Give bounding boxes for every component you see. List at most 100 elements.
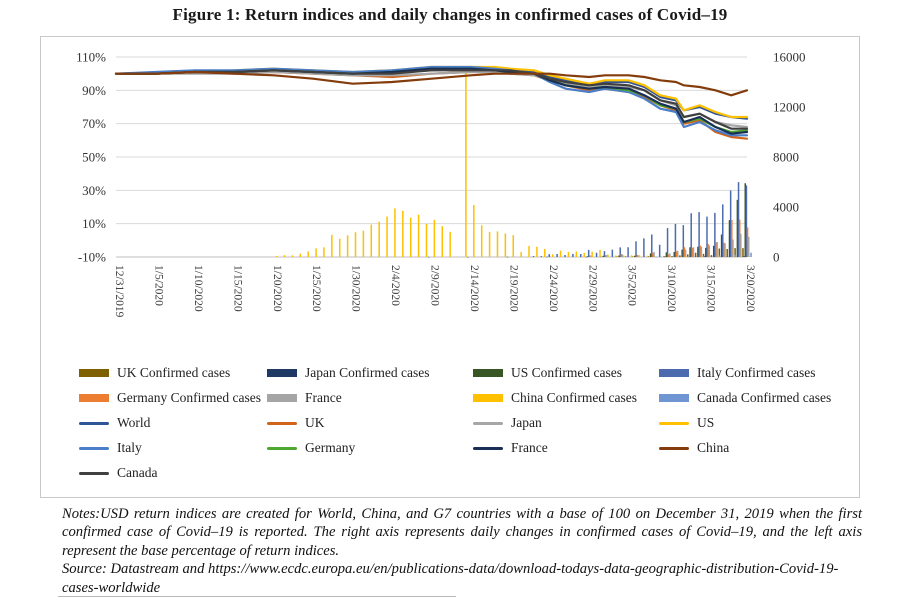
- x-axis-tick-label: 1/5/2020: [152, 265, 164, 306]
- legend-item-china-confirmed-cases: China Confirmed cases: [473, 390, 659, 406]
- legend-line-swatch: [473, 421, 503, 425]
- bar: [743, 256, 745, 257]
- legend-item-germany: Germany: [267, 440, 473, 456]
- bar: [712, 245, 715, 257]
- bar: [449, 231, 451, 257]
- bar: [676, 250, 679, 257]
- bar: [746, 227, 749, 257]
- legend-label: Italy: [117, 440, 142, 455]
- bar: [726, 249, 728, 257]
- bar: [635, 241, 637, 257]
- bar-series-china-confirmed-cases: [275, 67, 751, 258]
- bar: [631, 256, 634, 257]
- bar: [673, 252, 676, 257]
- bar: [655, 256, 658, 258]
- bar: [698, 212, 700, 257]
- bar: [620, 254, 623, 257]
- bar: [480, 225, 483, 257]
- bar: [710, 255, 713, 257]
- bar: [736, 199, 739, 257]
- bar: [627, 247, 629, 257]
- bar: [699, 245, 701, 257]
- legend-label: France: [511, 440, 548, 455]
- bar: [572, 253, 574, 257]
- bar: [714, 212, 716, 257]
- bar: [745, 185, 748, 257]
- bar: [722, 204, 724, 257]
- bar: [679, 255, 681, 257]
- bar: [619, 247, 621, 257]
- bar: [488, 231, 491, 257]
- bar: [540, 256, 543, 257]
- right-axis-tick-label: 4000: [773, 200, 799, 215]
- bar: [670, 256, 672, 258]
- source-text: Source: Datastream and https://www.ecdc.…: [62, 561, 839, 596]
- legend-bar-swatch: [267, 394, 297, 402]
- bar: [702, 256, 705, 257]
- legend-label: World: [117, 415, 151, 430]
- x-axis-tick-label: 2/14/2020: [468, 265, 480, 312]
- bar: [715, 242, 717, 257]
- bar: [643, 238, 645, 257]
- legend-label: UK Confirmed cases: [117, 365, 231, 380]
- legend-label: Canada: [117, 465, 158, 480]
- bar: [386, 216, 388, 257]
- legend-label: Canada Confirmed cases: [697, 390, 832, 405]
- bar: [299, 253, 302, 257]
- bar: [616, 256, 618, 257]
- bar: [346, 235, 349, 257]
- bar: [370, 224, 373, 257]
- gridlines: [116, 56, 747, 258]
- bar: [621, 254, 624, 257]
- bar: [564, 255, 566, 257]
- bar: [749, 256, 751, 258]
- chart-plot: 110% 90% 70% 50% 30% 10% -10% 0 4000 8000 12000 160…: [76, 50, 805, 318]
- bar: [634, 255, 636, 257]
- bar: [653, 251, 655, 257]
- left-axis-tick-label: 70%: [82, 116, 106, 131]
- left-axis-tick-label: 50%: [82, 150, 106, 165]
- legend-item-us-confirmed-cases: US Confirmed cases: [473, 365, 659, 381]
- bar: [637, 255, 640, 257]
- x-axis-tick-label: 3/15/2020: [705, 265, 717, 312]
- bar: [671, 256, 673, 258]
- bar: [734, 254, 736, 257]
- bar: [532, 256, 535, 257]
- legend-label: UK: [305, 415, 325, 430]
- bar: [747, 236, 750, 257]
- bar: [585, 256, 588, 258]
- x-axis-tick-label: 1/10/2020: [192, 265, 204, 312]
- line-china: [114, 70, 749, 97]
- legend-line-swatch: [659, 421, 689, 425]
- bar: [706, 216, 708, 257]
- bar: [691, 247, 694, 257]
- figure-title: Figure 1: Return indices and daily chang…: [172, 5, 728, 24]
- legend-label: Germany: [305, 440, 356, 455]
- x-axis-tick-label: 2/29/2020: [586, 265, 598, 312]
- notes-text: Notes:USD return indices are created for…: [62, 506, 862, 559]
- bar: [652, 253, 654, 257]
- bar-series-germany-confirmed-cases: [589, 219, 749, 257]
- x-axis-tick-label: 2/19/2020: [507, 265, 519, 312]
- bar-series-canada-confirmed-cases: [655, 252, 752, 258]
- bar-series-france: [590, 233, 750, 257]
- x-axis-tick-label: 3/10/2020: [665, 265, 677, 312]
- bar: [362, 230, 365, 257]
- bar: [708, 245, 711, 257]
- bar: [354, 232, 357, 257]
- bar: [700, 246, 703, 257]
- legend-line-swatch: [79, 471, 109, 475]
- bar: [587, 249, 590, 257]
- bar: [690, 213, 692, 257]
- bar: [663, 256, 665, 257]
- legend-line-swatch: [473, 446, 503, 450]
- bar: [506, 256, 509, 258]
- bar: [544, 248, 546, 257]
- chart-legend: UK Confirmed cases Japan Confirmed cases U…: [79, 365, 847, 481]
- bar: [394, 208, 396, 257]
- legend-line-swatch: [267, 446, 297, 450]
- bar: [417, 214, 420, 257]
- bar: [694, 252, 697, 257]
- legend-bar-swatch: [267, 369, 297, 377]
- x-axis-tick-label: 1/20/2020: [271, 265, 283, 312]
